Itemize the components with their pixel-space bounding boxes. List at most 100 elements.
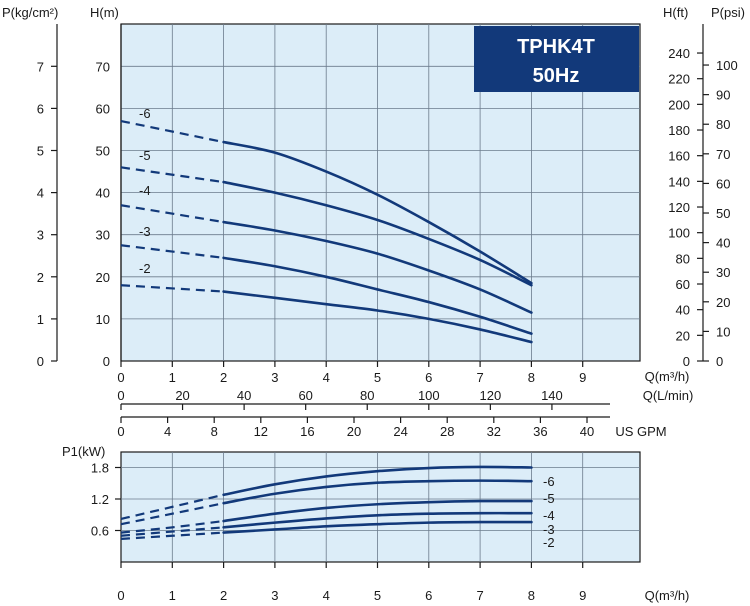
tick-label-q-m3h: 8 — [528, 370, 535, 385]
tick-label-h-ft: 80 — [676, 251, 690, 266]
tick-label-us-gpm: 24 — [393, 424, 407, 439]
tick-label-q-lmin: 120 — [480, 388, 502, 403]
tick-label-q-m3h-bottom: 8 — [528, 588, 535, 603]
tick-label-h-m: 60 — [96, 101, 110, 116]
tick-label-p-kgcm2: 3 — [37, 228, 44, 243]
tick-label-p-psi: 50 — [716, 206, 730, 221]
tick-label-q-m3h: 0 — [117, 370, 124, 385]
tick-label-us-gpm: 40 — [580, 424, 594, 439]
tick-label-q-lmin: 40 — [237, 388, 251, 403]
axis-label-h-ft: H(ft) — [663, 5, 688, 20]
power-curve-dashed — [120, 526, 224, 537]
title-box — [474, 26, 639, 92]
tick-labels: 0102030405060700123456702040608010012014… — [37, 46, 738, 603]
tick-label-p-psi: 60 — [716, 176, 730, 191]
tick-label-us-gpm: 36 — [533, 424, 547, 439]
tick-label-h-ft: 160 — [668, 149, 690, 164]
tick-label-h-ft: 200 — [668, 97, 690, 112]
tick-label-h-m: 10 — [96, 312, 110, 327]
tick-label-q-m3h: 1 — [169, 370, 176, 385]
tick-label-p1-kw: 1.8 — [91, 461, 109, 476]
tick-label-p-kgcm2: 4 — [37, 186, 44, 201]
power-series-label: -4 — [543, 508, 555, 523]
tick-label-p-psi: 90 — [716, 88, 730, 103]
tick-label-q-lmin: 20 — [175, 388, 189, 403]
tick-label-q-m3h-bottom: 9 — [579, 588, 586, 603]
tick-label-q-m3h-bottom: 6 — [425, 588, 432, 603]
tick-label-h-ft: 60 — [676, 277, 690, 292]
power-curve-dashed — [120, 493, 224, 521]
head-curve-dashed — [120, 166, 224, 184]
tick-label-p-psi: 10 — [716, 324, 730, 339]
tick-label-h-ft: 240 — [668, 46, 690, 61]
tick-label-q-m3h: 6 — [425, 370, 432, 385]
tick-label-us-gpm: 28 — [440, 424, 454, 439]
power-grid — [121, 452, 640, 562]
tick-label-q-lmin: 100 — [418, 388, 440, 403]
head-curve-dashed — [120, 204, 224, 224]
power-series-label: -6 — [543, 474, 555, 489]
curves: -6-5-4-3-2-6-5-4-3-2 — [120, 106, 555, 550]
tick-label-p-kgcm2: 1 — [37, 312, 44, 327]
tick-label-h-ft: 40 — [676, 303, 690, 318]
tick-label-h-ft: 0 — [683, 354, 690, 369]
power-curve-stage5 — [222, 479, 533, 505]
tick-label-p-kgcm2: 2 — [37, 270, 44, 285]
head-curve-stage6 — [222, 140, 533, 285]
power-plot-area — [120, 451, 641, 563]
power-series-label: -3 — [543, 522, 555, 537]
power-curve-dashed — [120, 531, 224, 540]
tick-label-q-m3h-bottom: 3 — [271, 588, 278, 603]
power-curve-dashed — [120, 519, 224, 534]
power-series-label: -2 — [543, 535, 555, 550]
axis-label-us-gpm: US GPM — [615, 424, 666, 439]
tick-label-q-m3h-bottom: 1 — [169, 588, 176, 603]
tick-label-h-m: 0 — [103, 354, 110, 369]
tick-label-p-psi: 70 — [716, 147, 730, 162]
tick-label-q-lmin: 0 — [117, 388, 124, 403]
head-curve-stage3 — [222, 256, 533, 335]
axis-lines — [51, 24, 709, 568]
power-curve-stage4 — [222, 499, 533, 523]
tick-label-h-ft: 120 — [668, 200, 690, 215]
tick-label-p1-kw: 1.2 — [91, 492, 109, 507]
tick-label-p-psi: 0 — [716, 354, 723, 369]
tick-label-h-ft: 180 — [668, 123, 690, 138]
head-curve-dashed — [120, 244, 224, 259]
tick-label-p-kgcm2: 7 — [37, 59, 44, 74]
head-series-label: -4 — [139, 183, 151, 198]
tick-label-h-m: 70 — [96, 59, 110, 74]
tick-label-p-psi: 100 — [716, 58, 738, 73]
tick-label-q-lmin: 80 — [360, 388, 374, 403]
tick-label-q-m3h-bottom: 5 — [374, 588, 381, 603]
tick-label-q-m3h: 2 — [220, 370, 227, 385]
head-curve-stage5 — [222, 180, 533, 287]
tick-label-h-ft: 140 — [668, 174, 690, 189]
axis-label-h-m: H(m) — [90, 5, 119, 20]
tick-label-us-gpm: 0 — [117, 424, 124, 439]
tick-label-q-m3h-bottom: 4 — [323, 588, 330, 603]
power-series-label: -5 — [543, 491, 555, 506]
tick-label-p1-kw: 0.6 — [91, 524, 109, 539]
tick-label-q-m3h: 7 — [476, 370, 483, 385]
tick-label-h-ft: 100 — [668, 226, 690, 241]
tick-label-q-m3h-bottom: 7 — [476, 588, 483, 603]
tick-label-h-m: 30 — [96, 228, 110, 243]
tick-label-q-lmin: 60 — [298, 388, 312, 403]
power-curve-stage3 — [222, 511, 533, 529]
tick-label-p-psi: 40 — [716, 236, 730, 251]
tick-label-q-m3h: 4 — [323, 370, 330, 385]
axis-label-q-lmin: Q(L/min) — [643, 388, 694, 403]
axis-label-p-kgcm2: P(kg/cm²) — [2, 5, 58, 20]
axis-label-p1-kw: P1(kW) — [62, 444, 105, 459]
axis-label-q-m3h: Q(m³/h) — [645, 369, 690, 384]
tick-label-h-m: 40 — [96, 186, 110, 201]
head-series-label: -5 — [139, 148, 151, 163]
tick-label-us-gpm: 12 — [254, 424, 268, 439]
tick-label-p-psi: 30 — [716, 265, 730, 280]
head-series-label: -3 — [139, 224, 151, 239]
tick-label-p-psi: 20 — [716, 295, 730, 310]
tick-label-q-m3h-bottom: 2 — [220, 588, 227, 603]
tick-label-q-lmin: 140 — [541, 388, 563, 403]
